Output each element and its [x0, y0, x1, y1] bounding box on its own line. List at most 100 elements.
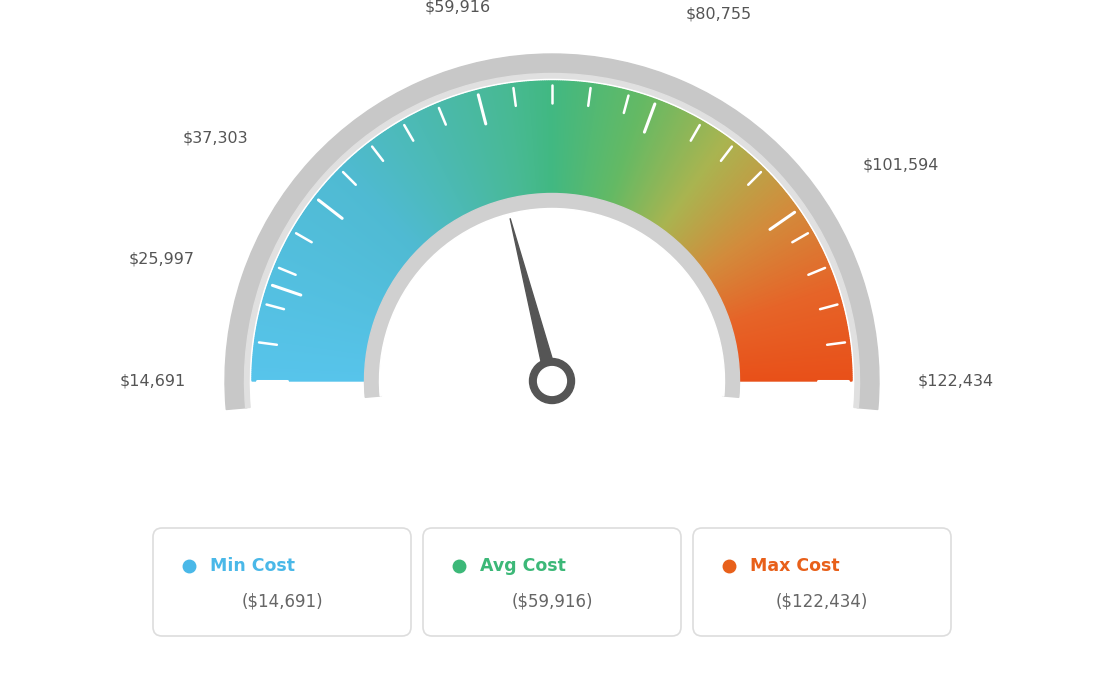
Wedge shape — [279, 253, 384, 303]
Text: $25,997: $25,997 — [128, 251, 194, 266]
Wedge shape — [737, 364, 851, 372]
Wedge shape — [721, 257, 826, 305]
Wedge shape — [686, 172, 768, 252]
Wedge shape — [735, 331, 848, 351]
Wedge shape — [275, 266, 381, 311]
Wedge shape — [311, 200, 404, 270]
Wedge shape — [374, 138, 443, 231]
Wedge shape — [539, 81, 545, 195]
Wedge shape — [732, 303, 842, 333]
Wedge shape — [737, 373, 852, 377]
Wedge shape — [704, 208, 798, 275]
Wedge shape — [731, 299, 841, 331]
Wedge shape — [296, 224, 394, 284]
Wedge shape — [467, 93, 500, 203]
Wedge shape — [442, 101, 485, 208]
Wedge shape — [681, 165, 762, 248]
Wedge shape — [273, 270, 379, 314]
Wedge shape — [253, 353, 367, 364]
Wedge shape — [728, 281, 836, 320]
Wedge shape — [277, 259, 382, 306]
Wedge shape — [560, 81, 567, 195]
Wedge shape — [347, 161, 425, 246]
Wedge shape — [433, 105, 479, 210]
Wedge shape — [307, 206, 401, 273]
Wedge shape — [503, 85, 523, 197]
Wedge shape — [593, 88, 619, 199]
Wedge shape — [341, 166, 422, 248]
Wedge shape — [325, 184, 412, 259]
Wedge shape — [737, 349, 850, 362]
Wedge shape — [662, 139, 731, 232]
Wedge shape — [722, 260, 827, 307]
Wedge shape — [691, 181, 777, 258]
Wedge shape — [470, 92, 502, 202]
Wedge shape — [735, 328, 848, 350]
Wedge shape — [693, 186, 781, 261]
Wedge shape — [344, 164, 424, 247]
Wedge shape — [698, 194, 788, 266]
Wedge shape — [361, 148, 434, 237]
Wedge shape — [351, 157, 428, 243]
Wedge shape — [656, 132, 721, 227]
Wedge shape — [705, 211, 800, 277]
Wedge shape — [254, 347, 368, 361]
Wedge shape — [257, 325, 370, 347]
Wedge shape — [635, 112, 687, 215]
Wedge shape — [331, 177, 415, 255]
Wedge shape — [684, 170, 767, 251]
Wedge shape — [282, 250, 384, 301]
Wedge shape — [310, 201, 403, 270]
Wedge shape — [474, 91, 505, 201]
Wedge shape — [732, 306, 843, 336]
Wedge shape — [426, 108, 475, 213]
Wedge shape — [378, 136, 445, 230]
Wedge shape — [520, 83, 533, 196]
Wedge shape — [427, 107, 476, 212]
Wedge shape — [266, 288, 375, 324]
Wedge shape — [332, 176, 416, 255]
Wedge shape — [628, 107, 677, 212]
Wedge shape — [567, 82, 578, 196]
Wedge shape — [671, 151, 746, 239]
Wedge shape — [476, 90, 506, 201]
Wedge shape — [262, 304, 372, 335]
Wedge shape — [555, 81, 560, 195]
Wedge shape — [299, 219, 395, 282]
Wedge shape — [397, 123, 457, 221]
Text: Max Cost: Max Cost — [750, 557, 840, 575]
Wedge shape — [459, 95, 496, 204]
Wedge shape — [710, 222, 807, 284]
Wedge shape — [737, 353, 851, 364]
Wedge shape — [255, 336, 368, 354]
Wedge shape — [448, 99, 489, 206]
Wedge shape — [537, 81, 544, 195]
Wedge shape — [737, 375, 852, 379]
Wedge shape — [244, 74, 860, 408]
Wedge shape — [346, 162, 425, 246]
FancyBboxPatch shape — [153, 528, 411, 636]
Wedge shape — [317, 193, 407, 265]
Wedge shape — [485, 88, 511, 199]
Wedge shape — [564, 81, 573, 195]
Wedge shape — [640, 117, 697, 218]
Wedge shape — [715, 237, 816, 293]
Wedge shape — [368, 143, 439, 234]
Wedge shape — [279, 255, 383, 304]
Wedge shape — [514, 83, 530, 197]
Wedge shape — [672, 152, 747, 240]
Wedge shape — [450, 98, 490, 206]
Wedge shape — [556, 81, 562, 195]
Wedge shape — [528, 82, 538, 196]
Wedge shape — [655, 131, 719, 226]
Wedge shape — [736, 345, 850, 360]
Wedge shape — [286, 240, 388, 295]
Wedge shape — [550, 81, 552, 195]
Text: $122,434: $122,434 — [919, 373, 994, 388]
Wedge shape — [318, 191, 408, 264]
Wedge shape — [719, 248, 821, 299]
Wedge shape — [604, 93, 637, 203]
Wedge shape — [336, 172, 418, 252]
Wedge shape — [721, 255, 825, 304]
Wedge shape — [612, 97, 650, 205]
